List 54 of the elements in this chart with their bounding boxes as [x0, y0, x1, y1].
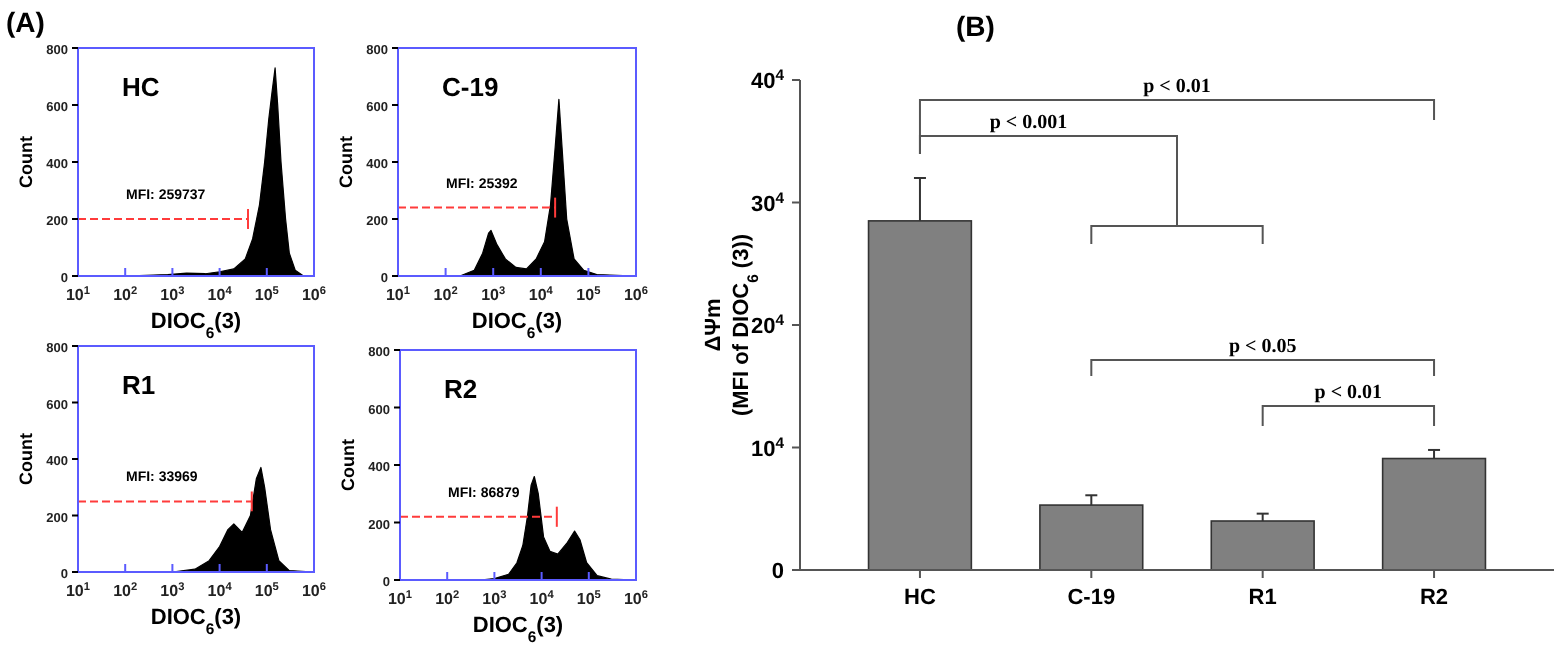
y-tick-label: 10$^{4}$ [750, 432, 786, 462]
x-tick-label: 10$^{3}$ [482, 590, 507, 608]
y-tick-label: 30$^{4}$ [750, 187, 786, 217]
x-tick-label: 10$^{6}$ [623, 590, 649, 608]
x-tick-label: 10$^{4}$ [528, 286, 555, 304]
x-tick-label: 10$^{2}$ [435, 590, 460, 608]
annotation: p < 0.001 [989, 112, 1068, 134]
x-tick-label: 10$^{5}$ [254, 582, 279, 600]
y-tick-label: 0 [771, 560, 784, 584]
x-tick-label: 10$^{1}$ [65, 582, 91, 600]
text: R1 [122, 370, 156, 400]
x-axis-title: DIOC$_{6}$(3) [471, 310, 563, 341]
x-axis-title: DIOC$_{6}$(3) [150, 310, 242, 341]
annotation: p < 0.01 [1314, 382, 1383, 404]
x-tick-label: 10$^{6}$ [301, 582, 327, 600]
y-axis-title: Count [336, 136, 356, 188]
x-tick-label: 10$^{3}$ [160, 582, 185, 600]
x-tick-label: 10$^{1}$ [385, 286, 411, 304]
x-tick-label: 10$^{4}$ [207, 582, 234, 600]
x-tick-label: 10$^{3}$ [481, 286, 506, 304]
x-tick-label: 10$^{2}$ [113, 582, 138, 600]
x-tick-label: R1 [1248, 586, 1277, 610]
x-tick-label: 10$^{4}$ [207, 286, 234, 304]
x-tick-label: 10$^{5}$ [576, 286, 601, 304]
x-axis-title: DIOC$_{6}$(3) [472, 614, 564, 645]
text: C-19 [442, 72, 499, 102]
x-tick-label: 10$^{3}$ [160, 286, 185, 304]
y-axis-title: Count [16, 433, 36, 485]
x-tick-label: C-19 [1067, 586, 1116, 610]
x-tick-label: 10$^{4}$ [529, 590, 556, 608]
bar [1039, 504, 1144, 571]
bar [1210, 520, 1315, 571]
y-axis-title: Count [16, 136, 36, 188]
x-tick-label: 10$^{6}$ [301, 286, 327, 304]
text: (A) [6, 6, 45, 38]
x-tick-label: R2 [1419, 586, 1449, 610]
x-tick-label: 10$^{5}$ [576, 590, 601, 608]
x-tick-label: 10$^{1}$ [387, 590, 413, 608]
x-tick-label: 10$^{1}$ [65, 286, 91, 304]
bar [1381, 457, 1487, 571]
x-tick-label: 10$^{6}$ [623, 286, 649, 304]
text: HC [122, 72, 161, 102]
x-tick-label: HC [904, 586, 936, 610]
x-tick-label: 10$^{5}$ [254, 286, 279, 304]
y-tick-label: 20$^{4}$ [750, 310, 786, 339]
x-tick-label: 10$^{2}$ [433, 286, 458, 304]
annotation: p < 0.05 [1228, 336, 1297, 358]
annotation: p < 0.01 [1143, 76, 1211, 98]
y-tick-label: 40$^{4}$ [750, 65, 786, 94]
text: (B) [956, 10, 995, 42]
y-axis-title: Count [338, 439, 358, 491]
x-axis-title: DIOC$_{6}$(3) [150, 606, 242, 637]
text: R2 [444, 374, 478, 404]
x-tick-label: 10$^{2}$ [113, 286, 138, 304]
